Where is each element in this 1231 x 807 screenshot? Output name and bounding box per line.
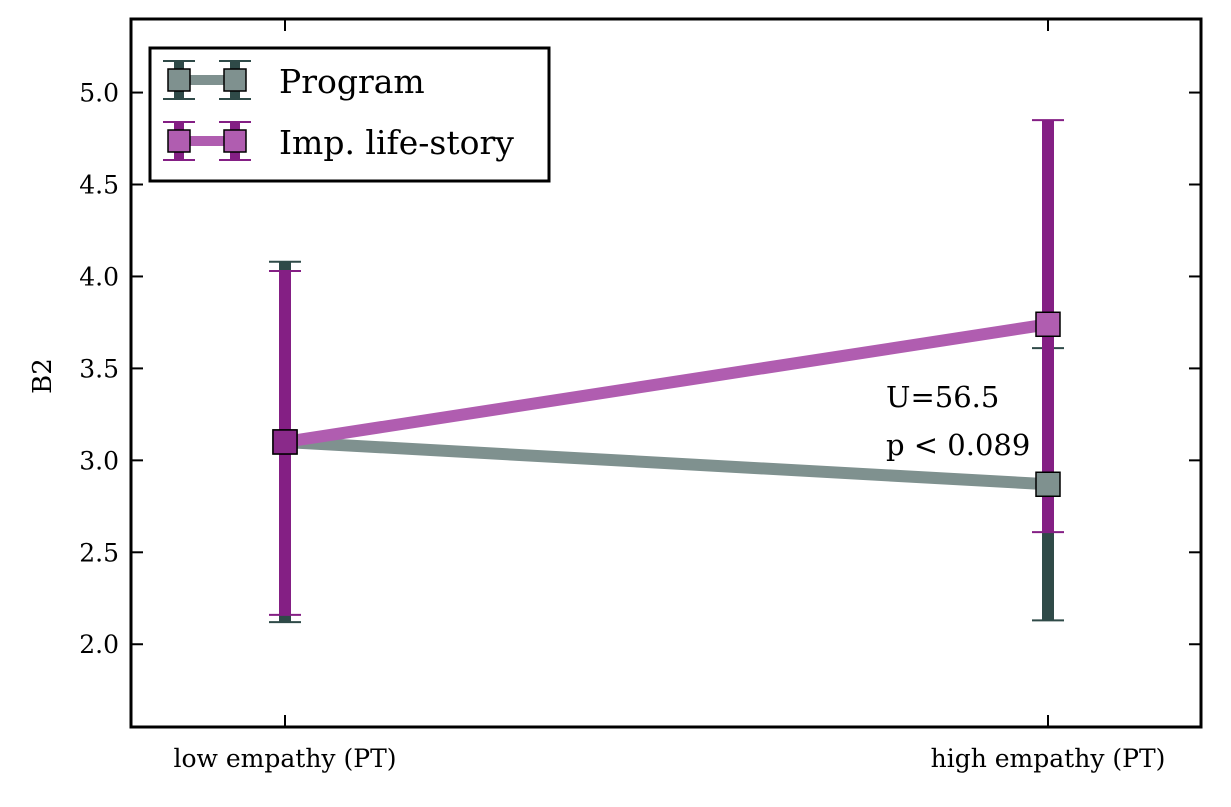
y-tick-label: 2.0	[79, 630, 119, 659]
x-tick-label: low empathy (PT)	[173, 744, 396, 773]
y-tick-label: 4.0	[79, 262, 119, 291]
y-tick-label: 5.0	[79, 79, 119, 108]
x-tick-label: high empathy (PT)	[931, 744, 1166, 773]
plot-frame	[129, 17, 1203, 729]
annotation-line2: p < 0.089	[886, 428, 1030, 462]
legend-frame	[148, 46, 551, 183]
legend-marker	[223, 129, 247, 153]
legend-marker	[223, 68, 247, 92]
series-layer	[269, 119, 1064, 624]
legend: Program Imp. life-story	[148, 46, 551, 183]
data-point-program	[1035, 471, 1061, 498]
y-tick-label: 3.5	[79, 354, 119, 383]
legend-marker	[167, 129, 191, 153]
legend-label-imp-life-story: Imp. life-story	[279, 123, 514, 162]
y-tick-label: 4.5	[79, 171, 119, 200]
ticks-layer: 2.0 2.5 3.0 3.5 4.0 4.5 5.0 low empathy (PT) hig…	[79, 19, 1201, 773]
annotation-line1: U=56.5	[886, 380, 999, 414]
legend-label-program: Program	[279, 62, 425, 101]
data-point-imp-life-story	[1035, 311, 1061, 338]
y-axis-label: B2	[28, 358, 58, 394]
legend-swatch-program	[163, 60, 251, 100]
y-tick-label: 3.0	[79, 446, 119, 475]
legend-marker	[167, 68, 191, 92]
legend-swatch-imp-life-story	[163, 121, 251, 161]
series-line-imp-life-story	[284, 318, 1049, 448]
series-line-program	[284, 435, 1049, 491]
y-tick-label: 2.5	[79, 538, 119, 567]
data-point-imp-life-story	[272, 429, 298, 455]
